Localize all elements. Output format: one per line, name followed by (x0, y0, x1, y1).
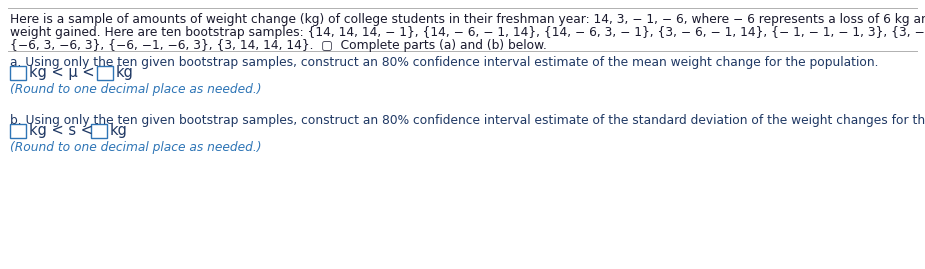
Text: kg < μ <: kg < μ < (29, 65, 94, 80)
Text: b. Using only the ten given bootstrap samples, construct an 80% confidence inter: b. Using only the ten given bootstrap sa… (10, 114, 925, 127)
Text: weight gained. Here are ten bootstrap samples: {14, 14, 14, − 1}, {14, − 6, − 1,: weight gained. Here are ten bootstrap sa… (10, 26, 925, 39)
Text: {−6, 3, −6, 3}, {−6, −1, −6, 3}, {3, 14, 14, 14}.  ▢  Complete parts (a) and (b): {−6, 3, −6, 3}, {−6, −1, −6, 3}, {3, 14,… (10, 39, 547, 52)
Bar (10, 124, 26, 138)
Bar (10, 66, 26, 80)
Text: kg: kg (110, 123, 128, 139)
Text: a. Using only the ten given bootstrap samples, construct an 80% confidence inter: a. Using only the ten given bootstrap sa… (10, 56, 879, 69)
Text: kg < s <: kg < s < (29, 123, 93, 139)
Text: kg: kg (116, 65, 134, 80)
Text: (Round to one decimal place as needed.): (Round to one decimal place as needed.) (10, 141, 262, 154)
Bar (91, 124, 107, 138)
Bar (97, 66, 113, 80)
Text: Here is a sample of amounts of weight change (kg) of college students in their f: Here is a sample of amounts of weight ch… (10, 13, 925, 26)
Text: (Round to one decimal place as needed.): (Round to one decimal place as needed.) (10, 83, 262, 96)
